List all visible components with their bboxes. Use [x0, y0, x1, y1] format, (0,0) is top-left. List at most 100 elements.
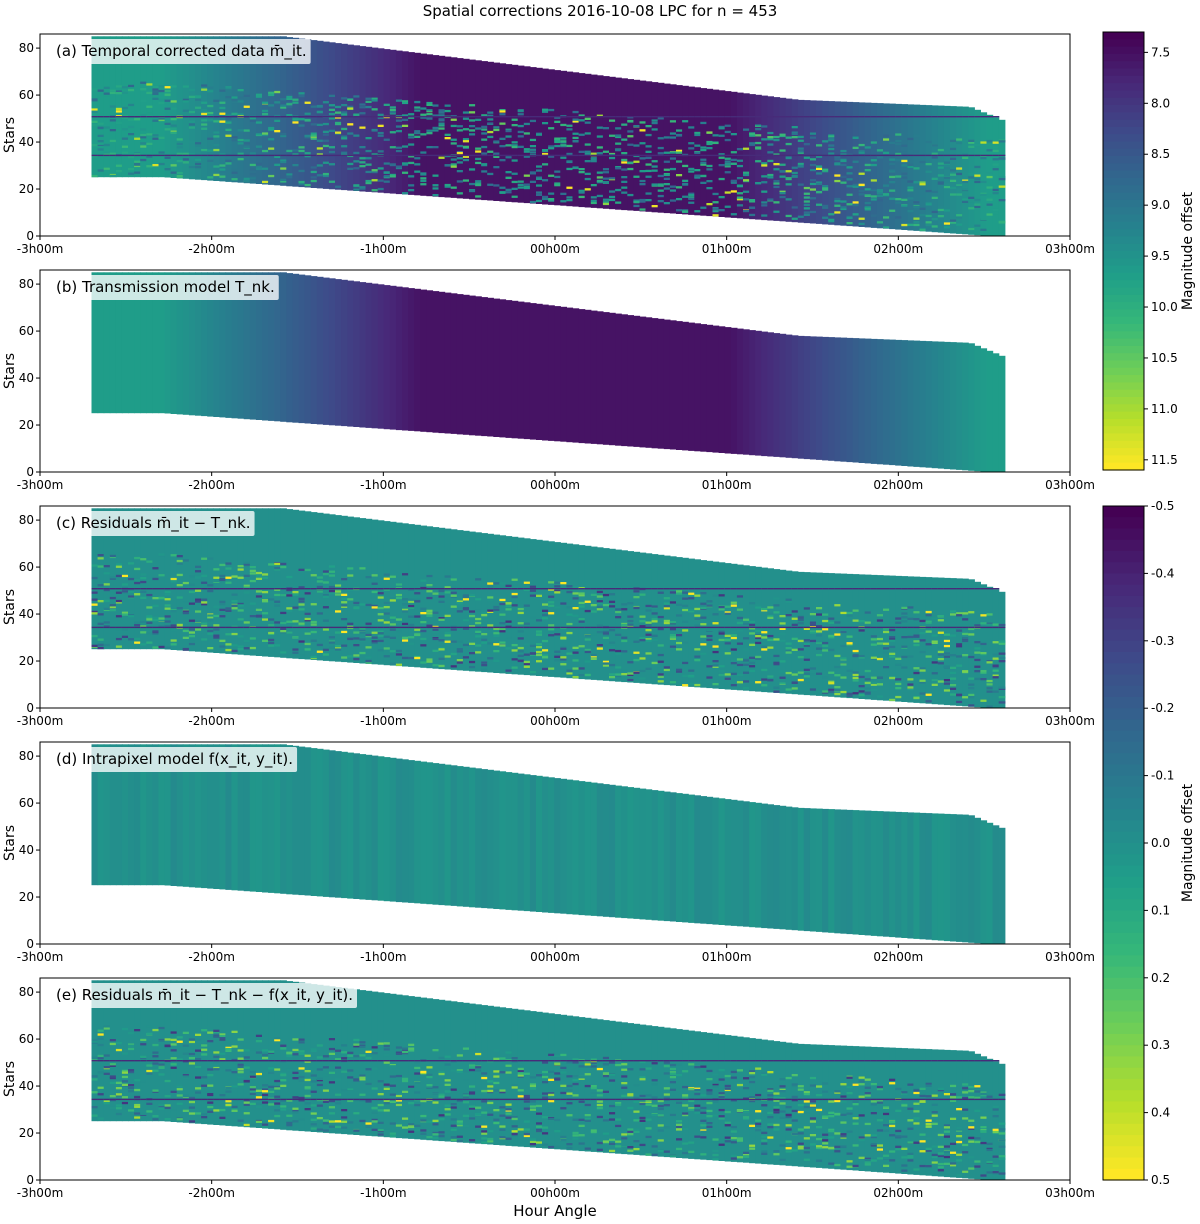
- heatmap-cell: [219, 164, 227, 167]
- heatmap-cell: [913, 626, 921, 629]
- heatmap-cell: [322, 1066, 330, 1069]
- heatmap-cell: [402, 639, 409, 642]
- heatmap-cell: [743, 147, 750, 150]
- heatmap-cell: [237, 113, 245, 116]
- heatmap-cell: [822, 644, 829, 647]
- heatmap-cell: [262, 154, 269, 157]
- heatmap-cell: [943, 222, 951, 225]
- heatmap-cell: [712, 664, 720, 667]
- heatmap-cell: [182, 98, 190, 101]
- heatmap-cell: [529, 539, 537, 676]
- heatmap-cell: [816, 190, 823, 194]
- heatmap-cell: [828, 139, 835, 142]
- heatmap-cell: [536, 588, 543, 590]
- heatmap-cell: [176, 1102, 184, 1105]
- heatmap-cell: [499, 113, 507, 116]
- heatmap-cell: [115, 508, 123, 650]
- heatmap-cell: [852, 810, 860, 935]
- heatmap-cell: [359, 1041, 367, 1044]
- heatmap-cell: [310, 123, 318, 126]
- heatmap-cell: [749, 142, 756, 145]
- heatmap-cell: [231, 272, 239, 419]
- heatmap-cell: [682, 608, 689, 612]
- heatmap-cell: [870, 688, 878, 692]
- heatmap-cell: [712, 134, 720, 137]
- heatmap-cell: [316, 1117, 324, 1120]
- heatmap-cell: [816, 613, 823, 616]
- heatmap-cell: [785, 177, 793, 181]
- heatmap-cell: [828, 147, 835, 151]
- heatmap-cell: [517, 116, 525, 118]
- heatmap-cell: [876, 619, 884, 622]
- heatmap-cell: [207, 104, 214, 108]
- heatmap-cell: [615, 167, 622, 170]
- heatmap-cell: [986, 661, 994, 664]
- heatmap-cell: [201, 108, 208, 112]
- heatmap-cell: [402, 145, 409, 148]
- heatmap-cell: [365, 46, 373, 192]
- heatmap-cell: [706, 131, 714, 134]
- heatmap-cell: [377, 1121, 385, 1124]
- heatmap-cell: [164, 1118, 172, 1121]
- heatmap-cell: [115, 574, 123, 578]
- heatmap-cell: [590, 201, 598, 205]
- heatmap-cell: [536, 67, 543, 204]
- heatmap-cell: [700, 588, 707, 590]
- heatmap-cell: [572, 588, 580, 590]
- heatmap-cell: [408, 136, 415, 139]
- heatmap-cell: [304, 983, 312, 1132]
- heatmap-cell: [876, 657, 884, 661]
- heatmap-cell: [596, 605, 604, 609]
- heatmap-cell: [998, 660, 1006, 663]
- heatmap-cell: [554, 655, 561, 658]
- heatmap-cell: [700, 626, 707, 629]
- heatmap-cell: [791, 571, 799, 695]
- heatmap-cell: [633, 671, 641, 674]
- heatmap-cell: [243, 626, 251, 629]
- heatmap-cell: [834, 588, 841, 590]
- heatmap-cell: [700, 181, 707, 184]
- heatmap-cell: [998, 591, 1006, 708]
- heatmap-cell: [767, 143, 774, 146]
- heatmap-cell: [956, 184, 963, 187]
- heatmap-cell: [974, 203, 981, 206]
- y-axis-label: Stars: [2, 117, 18, 153]
- heatmap-cell: [402, 100, 409, 103]
- heatmap-cell: [292, 588, 300, 590]
- heatmap-cell: [249, 177, 257, 180]
- heatmap-cell: [371, 47, 379, 193]
- heatmap-cell: [219, 1058, 227, 1061]
- heatmap-cell: [341, 113, 348, 116]
- heatmap-cell: [353, 989, 360, 1135]
- heatmap-cell: [225, 96, 233, 99]
- heatmap-cell: [822, 140, 829, 143]
- heatmap-cell: [395, 99, 403, 102]
- heatmap-cell: [517, 183, 525, 186]
- heatmap-cell: [596, 547, 604, 681]
- heatmap-cell: [389, 1135, 397, 1138]
- heatmap-cell: [883, 134, 890, 137]
- heatmap-cell: [895, 657, 902, 660]
- heatmap-cell: [517, 109, 525, 112]
- heatmap-cell: [274, 103, 281, 106]
- heatmap-cell: [986, 705, 994, 708]
- heatmap-cell: [322, 628, 330, 631]
- heatmap-cell: [956, 664, 963, 667]
- heatmap-cell: [146, 154, 153, 157]
- heatmap-cell: [761, 331, 768, 457]
- heatmap-cell: [91, 564, 99, 567]
- heatmap-cell: [749, 623, 756, 627]
- heatmap-cell: [237, 1063, 245, 1066]
- heatmap-cell: [280, 104, 287, 107]
- heatmap-cell: [255, 577, 263, 580]
- heatmap-cell: [517, 130, 525, 134]
- heatmap-cell: [268, 631, 275, 635]
- heatmap-cell: [456, 640, 464, 643]
- heatmap-cell: [237, 116, 245, 118]
- heatmap-cell: [767, 626, 774, 629]
- heatmap-cell: [286, 1099, 293, 1102]
- heatmap-cell: [195, 626, 202, 629]
- heatmap-cell: [797, 335, 805, 459]
- heatmap-cell: [128, 744, 135, 886]
- heatmap-cell: [219, 1033, 227, 1036]
